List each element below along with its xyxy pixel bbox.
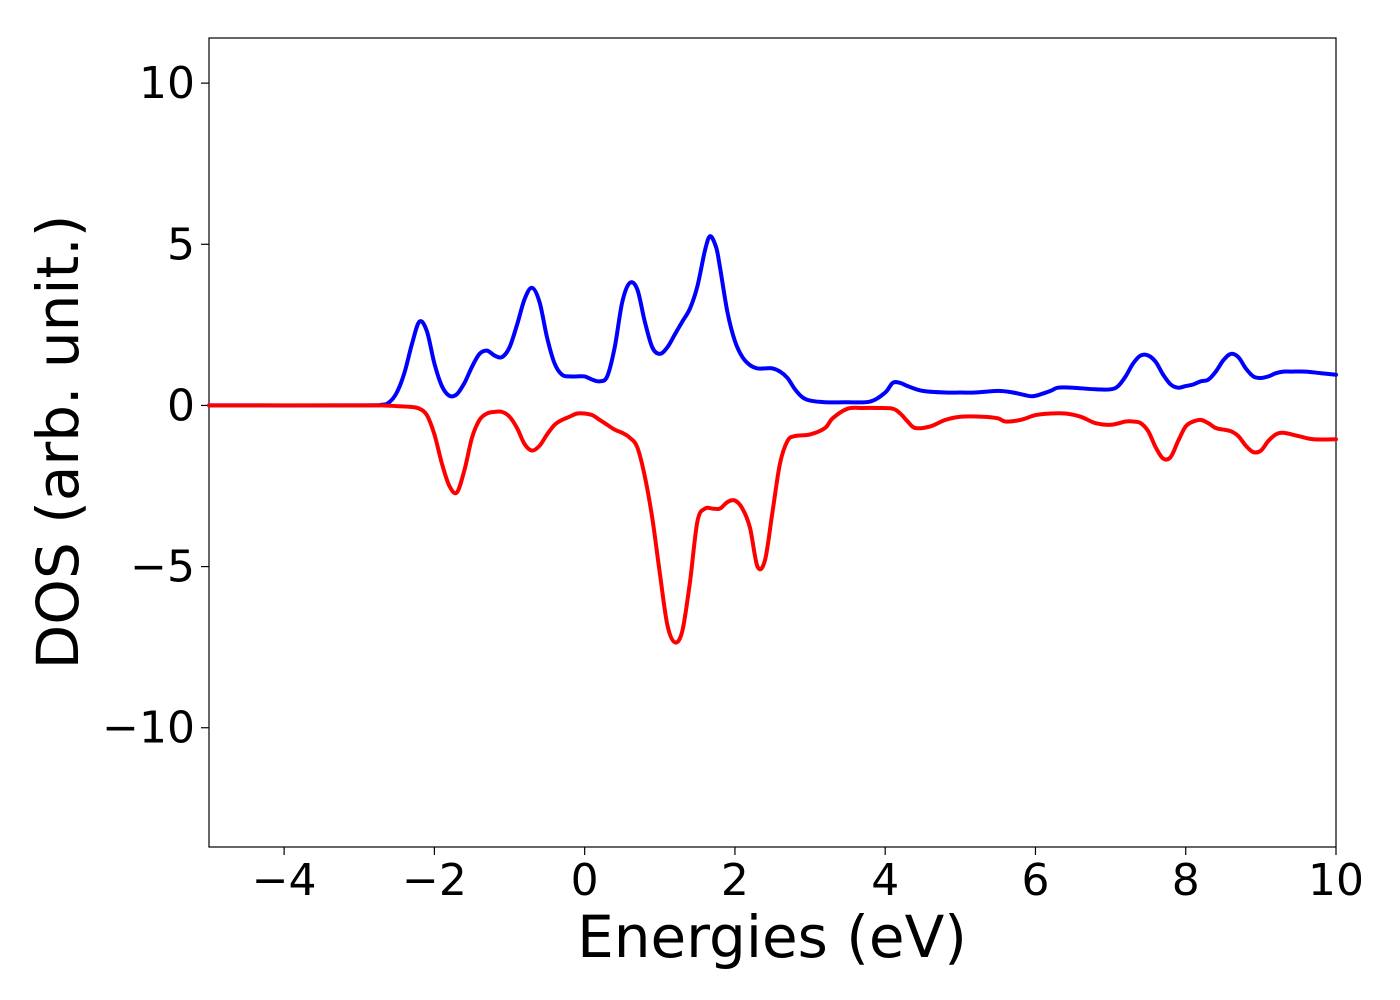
y-tick-label: 10 [139,58,195,109]
series-line-down [207,403,1338,645]
x-axis-ticks: −4 −2 0 2 4 6 8 10 [252,847,1364,906]
y-axis-label: DOS (arb. unit.) [24,215,92,670]
x-axis-label: Energies (eV) [577,903,967,971]
y-tick-label: −10 [102,703,195,754]
x-tick-label: 4 [871,855,899,906]
y-tick-label: 0 [167,380,195,431]
x-tick-label: −2 [402,855,467,906]
y-axis-ticks: −10 −5 0 5 10 [102,58,209,754]
y-tick-label: 5 [167,219,195,270]
plot-frame [208,37,1337,848]
x-tick-label: 2 [721,855,749,906]
x-tick-label: 0 [571,855,599,906]
y-tick-label: −5 [130,542,195,593]
x-tick-label: 10 [1308,855,1364,906]
series-layer [207,234,1338,645]
x-tick-label: −4 [252,855,317,906]
x-tick-label: 6 [1021,855,1049,906]
x-tick-label: 8 [1172,855,1200,906]
series-line-up [207,234,1338,408]
